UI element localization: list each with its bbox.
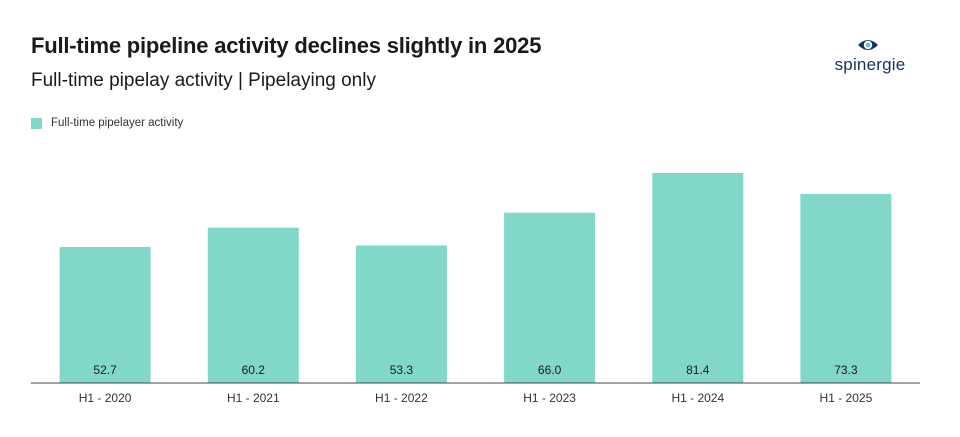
brand-logo: spinergie (820, 36, 920, 76)
bar-h1-2020 (59, 247, 151, 383)
x-tick-label: H1 - 2024 (671, 391, 724, 405)
bar-h1-2023 (504, 212, 596, 383)
bar-h1-2021 (207, 227, 299, 383)
bar-h1-2025 (800, 193, 892, 383)
chart-title: Full-time pipeline activity declines sli… (31, 33, 542, 58)
x-tick-label: H1 - 2021 (227, 391, 280, 405)
x-tick-label: H1 - 2023 (523, 391, 576, 405)
legend-swatch (31, 117, 42, 129)
chart-legend: Full-time pipelayer activity (31, 115, 183, 131)
chart-subtitle: Full-time pipelay activity | Pipelaying … (31, 70, 376, 91)
logo-wordmark: spinergie (834, 55, 906, 74)
bar-h1-2022 (355, 245, 447, 383)
x-tick-label: H1 - 2025 (820, 391, 873, 405)
data-label: 53.3 (390, 363, 414, 377)
data-label: 60.2 (242, 363, 266, 377)
x-tick-label: H1 - 2022 (375, 391, 428, 405)
logo-eye-icon (858, 40, 878, 50)
x-tick-label: H1 - 2020 (79, 391, 132, 405)
data-label: 81.4 (686, 363, 710, 377)
data-label: 52.7 (93, 363, 117, 377)
data-label: 73.3 (834, 363, 858, 377)
bar-h1-2024 (652, 173, 744, 383)
data-label: 66.0 (538, 363, 562, 377)
legend-label: Full-time pipelayer activity (51, 117, 184, 129)
